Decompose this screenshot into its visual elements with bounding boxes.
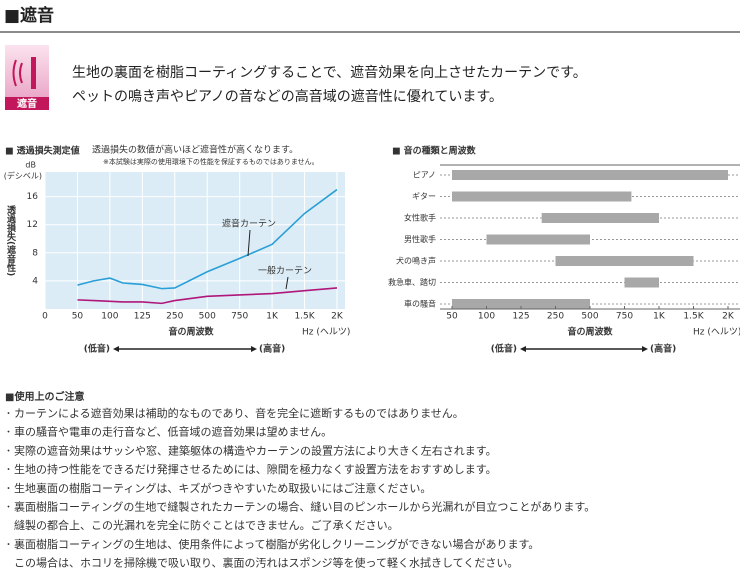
note-line: カーテンによる遮音効果は補助的なものであり、音を完全に遮断するものではありません… bbox=[14, 406, 464, 420]
intro-line: ペットの鳴き声やピアノの音などの高音域の遮音性に優れています。 bbox=[72, 88, 503, 105]
y-unit: dB bbox=[25, 161, 36, 170]
y-tick-label: 4 bbox=[32, 276, 38, 286]
y-tick-label: 8 bbox=[32, 248, 38, 258]
bullet: ・ bbox=[4, 410, 13, 420]
x-tick-label: 2K bbox=[331, 312, 344, 322]
note-line: 生地裏面の樹脂コーティングは、キズがつきやすいため取扱いにはご注意ください。 bbox=[14, 481, 431, 495]
x-tick-label: 250 bbox=[166, 312, 183, 322]
x-tick-label: 1K bbox=[653, 312, 666, 322]
x-tick-label: 1K bbox=[266, 312, 279, 322]
page-title: ■遮音 bbox=[4, 5, 54, 26]
x-tick-label: 100 bbox=[101, 312, 118, 322]
x-axis-unit: Hz (ヘルツ) bbox=[302, 328, 350, 338]
icon-waves bbox=[12, 57, 36, 89]
x-high: (高音) bbox=[650, 343, 676, 355]
x-tick-label: 50 bbox=[72, 312, 84, 322]
note-line: 生地の持つ性能をできるだけ発揮させるためには、隙間を極力なくす設置方法をおすすめ… bbox=[14, 462, 497, 476]
x-tick-label: 0 bbox=[42, 312, 48, 322]
chart-note: ※本試験は実際の使用環境下の性能を保証するものではありません。 bbox=[103, 157, 319, 166]
bullet: ・ bbox=[4, 447, 13, 457]
chart-title: ■ 透過損失測定値 bbox=[5, 145, 80, 157]
y-axis-label: 透過損失(遮音性) bbox=[5, 204, 17, 276]
x-tick-label: 750 bbox=[616, 312, 633, 322]
chart-subtitle: 透過損失の数値が高いほど遮音性が高くなります。 bbox=[92, 144, 298, 156]
range-bar bbox=[486, 234, 590, 245]
x-axis-unit: Hz (ヘルツ) bbox=[693, 328, 740, 338]
icon-label: 遮音 bbox=[17, 97, 37, 110]
x-axis-label: 音の周波数 bbox=[567, 326, 613, 338]
x-low: (低音) bbox=[84, 343, 110, 355]
range-bar bbox=[624, 277, 659, 288]
category-label: 女性歌手 bbox=[404, 213, 436, 223]
range-bar bbox=[541, 213, 659, 223]
category-label: ギター bbox=[412, 192, 436, 201]
chart-title: ■ 音の種類と周波数 bbox=[392, 145, 477, 157]
x-tick-label: 500 bbox=[199, 312, 216, 322]
bullet: ・ bbox=[4, 540, 13, 550]
series-label: 遮音カーテン bbox=[222, 218, 276, 230]
icon-band bbox=[5, 97, 49, 110]
note-line: 車の騒音や電車の走行音など、低音域の遮音効果は望めません。 bbox=[14, 425, 332, 439]
x-axis-label: 音の周波数 bbox=[168, 326, 214, 338]
bullet: ・ bbox=[4, 503, 13, 513]
range-bar bbox=[452, 299, 590, 309]
x-tick-label: 1.5K bbox=[294, 312, 315, 322]
series-line bbox=[77, 287, 338, 305]
category-label: ピアノ bbox=[413, 171, 436, 180]
y-unit: (デシベル) bbox=[4, 171, 42, 181]
note-line: 縫製の都合上、この光漏れを完全に防ぐことはできません。ご了承ください。 bbox=[14, 518, 399, 532]
bullet: ・ bbox=[4, 484, 13, 494]
note-line: 裏面樹脂コーティングの生地は、使用条件によって樹脂が劣化しクリーニングができない… bbox=[14, 537, 539, 551]
category-label: 車の騒音 bbox=[404, 299, 436, 309]
notes-title: ■使用上のご注意 bbox=[5, 390, 84, 403]
x-tick-label: 100 bbox=[478, 312, 495, 322]
x-tick-label: 250 bbox=[547, 312, 564, 322]
y-tick-label: 12 bbox=[27, 220, 38, 230]
x-high: (高音) bbox=[259, 343, 285, 355]
note-line: 裏面樹脂コーティングの生地で縫製されたカーテンの場合、縫い目のピンホールから光漏… bbox=[14, 500, 595, 514]
x-low: (低音) bbox=[491, 343, 517, 355]
leader-line bbox=[247, 229, 251, 257]
category-label: 男性歌手 bbox=[404, 234, 436, 244]
series-label: 一般カーテン bbox=[258, 265, 312, 277]
range-bar bbox=[555, 256, 694, 266]
note-line: 実際の遮音効果はサッシや窓、建築躯体の構造やカーテンの設置方法により大きく左右さ… bbox=[14, 443, 497, 457]
bullet: ・ bbox=[4, 466, 13, 476]
x-tick-label: 1.5K bbox=[683, 312, 704, 322]
leader-line bbox=[285, 276, 289, 290]
category-label: 救急車、踏切 bbox=[388, 277, 436, 287]
x-tick-label: 125 bbox=[134, 312, 151, 322]
range-bar bbox=[452, 191, 632, 202]
x-tick-label: 750 bbox=[231, 312, 248, 322]
bullet: ・ bbox=[4, 428, 13, 438]
x-tick-label: 2K bbox=[722, 312, 735, 322]
range-bar bbox=[452, 170, 728, 180]
x-tick-label: 125 bbox=[512, 312, 529, 322]
x-tick-label: 500 bbox=[581, 312, 598, 322]
y-tick-label: 16 bbox=[27, 192, 39, 202]
plot-area bbox=[45, 172, 345, 309]
x-tick-label: 50 bbox=[446, 312, 458, 322]
note-line: この場合は、ホコリを掃除機で吸い取り、裏面の汚れはスポンジ等を使って軽く水拭きし… bbox=[14, 556, 518, 570]
series-line bbox=[77, 188, 338, 290]
intro-line: 生地の裏面を樹脂コーティングすることで、遮音効果を向上させたカーテンです。 bbox=[72, 64, 587, 81]
category-label: 犬の鳴き声 bbox=[396, 256, 436, 266]
